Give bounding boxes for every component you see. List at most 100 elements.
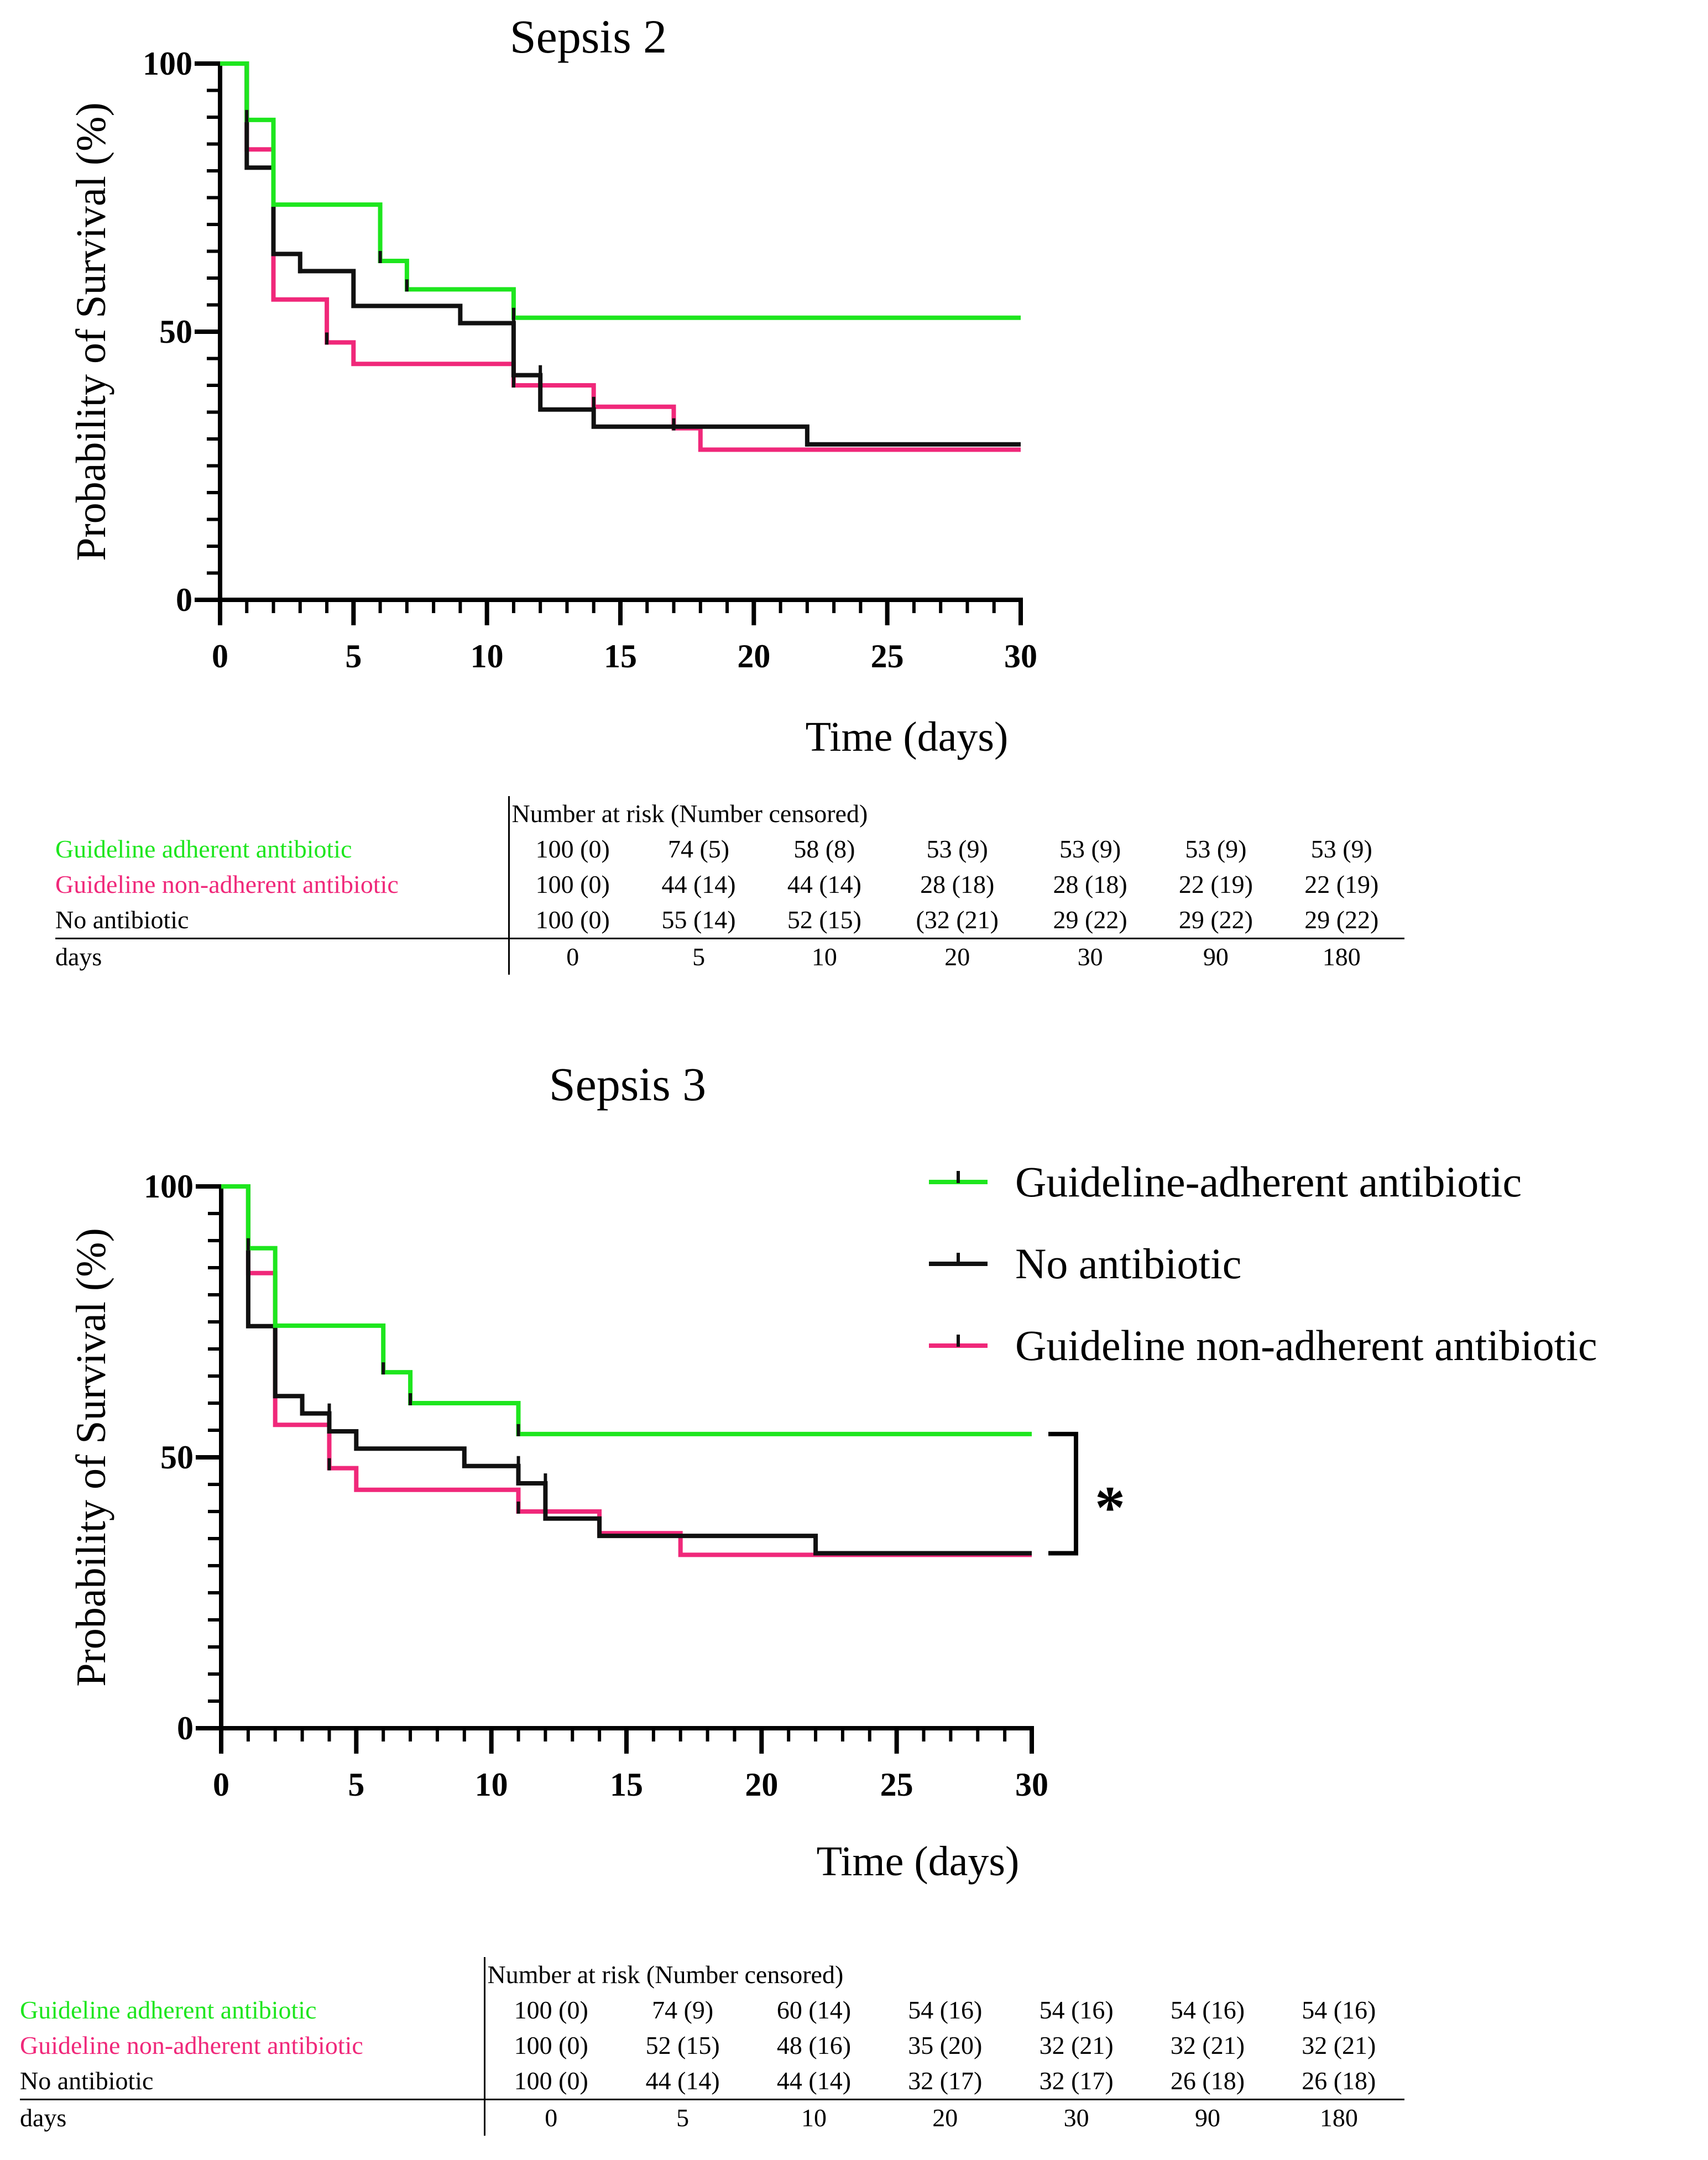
risk-cell: 100 (0): [508, 902, 636, 939]
risk-cell: 29 (22): [1053, 906, 1127, 934]
risk-cell: 54 (16): [1039, 1996, 1114, 2024]
risk-row-label: No antibiotic: [20, 2067, 154, 2095]
chart-title: Sepsis 3: [549, 1058, 706, 1111]
risk-cell: 35 (20): [908, 2031, 983, 2059]
risk-cell: 28 (18): [1053, 870, 1127, 898]
x-tick-label: 25: [871, 638, 904, 674]
risk-cell: (32 (21): [916, 906, 999, 934]
y-tick-label: 50: [159, 313, 192, 350]
risk-cell: 28 (18): [920, 870, 995, 898]
risk-cell: 29 (22): [1178, 906, 1253, 934]
day-value: 90: [1142, 2099, 1273, 2136]
day-value: 0: [483, 2099, 617, 2136]
day-value: 5: [617, 2099, 749, 2136]
legend-label-guideline-non-adherent-antibiotic: Guideline non-adherent antibiotic: [1015, 1321, 1597, 1369]
y-tick-label: 100: [144, 1168, 194, 1205]
x-tick-label: 25: [880, 1766, 913, 1803]
series-line-no-antibiotic: [221, 1184, 1032, 1556]
x-tick-label: 10: [475, 1766, 508, 1803]
legend-label-no-antibiotic: No antibiotic: [1015, 1239, 1241, 1288]
risk-cell: 54 (16): [1170, 1996, 1245, 2024]
sepsis-3-risk-table: Number at risk (Number censored) Guidelin…: [20, 1957, 1404, 2136]
chart-title: Sepsis 2: [510, 10, 667, 63]
risk-cell: 53 (9): [926, 835, 988, 863]
risk-cell: 44 (14): [787, 870, 861, 898]
x-tick-label: 20: [745, 1766, 778, 1803]
risk-cell: 26 (18): [1302, 2067, 1376, 2095]
risk-days-row: days 0 5 10 20 30 90 180: [55, 938, 1404, 975]
risk-row-label: Guideline non-adherent antibiotic: [55, 870, 399, 898]
day-value: 10: [748, 2099, 880, 2136]
day-value: 10: [761, 938, 887, 975]
header-spacer: [55, 796, 509, 831]
risk-cell: 44 (14): [645, 2067, 720, 2095]
risk-cell: 32 (21): [1170, 2031, 1245, 2059]
risk-cell: 55 (14): [661, 906, 736, 934]
x-axis-title: Time (days): [817, 1838, 1020, 1885]
day-value: 30: [1027, 938, 1153, 975]
y-tick-label: 0: [176, 582, 192, 618]
risk-row-guideline-non-adherent-antibiotic: Guideline non-adherent antibiotic 100 (0)…: [55, 867, 1404, 902]
x-tick-label: 20: [737, 638, 770, 674]
day-value: 20: [879, 2099, 1011, 2136]
series-line-no-antibiotic: [220, 61, 1021, 447]
days-label: days: [20, 2099, 484, 2136]
y-axis-title: Probability of Survival (%): [68, 1228, 114, 1687]
risk-cell: 44 (14): [776, 2067, 852, 2095]
risk-cell: 22 (19): [1178, 870, 1253, 898]
risk-cell: 74 (9): [652, 1996, 714, 2024]
x-tick-label: 15: [604, 638, 637, 674]
series-line-guideline-non-adherent-antibiotic: [221, 1184, 1032, 1557]
series-line-guideline-adherent-antibiotic: [220, 61, 1021, 320]
risk-cell: 22 (19): [1304, 870, 1379, 898]
risk-cell: 48 (16): [776, 2031, 852, 2059]
risk-cell: 54 (16): [1302, 1996, 1376, 2024]
day-value: 5: [635, 938, 762, 975]
risk-cell: 32 (17): [1039, 2067, 1114, 2095]
risk-cell: 52 (15): [787, 906, 861, 934]
risk-row-label: No antibiotic: [55, 906, 189, 934]
x-axis-title: Time (days): [806, 714, 1009, 760]
risk-cell: 100 (0): [483, 2063, 617, 2100]
x-tick-label: 5: [348, 1766, 364, 1803]
x-tick-label: 5: [345, 638, 362, 674]
significance-bracket: [1048, 1431, 1078, 1556]
risk-cell: 32 (21): [1302, 2031, 1376, 2059]
sepsis-2-risk-table: Number at risk (Number censored) Guidelin…: [55, 796, 1404, 975]
days-label: days: [55, 938, 509, 975]
risk-row-guideline-non-adherent-antibiotic: Guideline non-adherent antibiotic 100 (0)…: [20, 2028, 1404, 2063]
risk-cell: 100 (0): [483, 2028, 617, 2063]
risk-cell: 32 (21): [1039, 2031, 1114, 2059]
x-tick-label: 0: [212, 638, 228, 674]
risk-cell: 32 (17): [908, 2067, 983, 2095]
risk-cell: 100 (0): [508, 867, 636, 902]
risk-row-no-antibiotic: No antibiotic 100 (0) 55 (14) 52 (15) (32 (2…: [55, 902, 1404, 939]
x-tick-label: 10: [471, 638, 504, 674]
significance-star: *: [1095, 1474, 1125, 1541]
risk-cell: 100 (0): [508, 831, 636, 867]
series-line-guideline-non-adherent-antibiotic: [220, 61, 1021, 452]
risk-row-guideline-adherent-antibiotic: Guideline adherent antibiotic 100 (0) 74 (…: [55, 831, 1404, 867]
legend-label-guideline-adherent-antibiotic: Guideline-adherent antibiotic: [1015, 1158, 1522, 1206]
y-tick-label: 100: [143, 45, 192, 82]
day-value: 0: [508, 938, 636, 975]
sepsis-2-chart: Sepsis 2 0 50 100 0 5 10 15 20 25 30 Time (days) Pro…: [68, 10, 1037, 760]
y-axis-title: Probability of Survival (%): [68, 102, 114, 561]
risk-cell: 58 (8): [793, 835, 855, 863]
risk-cell: 53 (9): [1185, 835, 1247, 863]
risk-cell: 74 (5): [667, 835, 730, 863]
risk-cell: 26 (18): [1170, 2067, 1245, 2095]
day-value: 30: [1010, 2099, 1142, 2136]
day-value: 180: [1273, 2099, 1404, 2136]
y-tick-label: 0: [177, 1710, 194, 1746]
x-tick-label: 30: [1015, 1766, 1048, 1803]
risk-cell: 54 (16): [908, 1996, 983, 2024]
risk-row-label: Guideline adherent antibiotic: [55, 835, 352, 863]
series-line-guideline-adherent-antibiotic: [221, 1184, 1032, 1436]
risk-table-header-row: Number at risk (Number censored): [55, 796, 1404, 831]
risk-row-label: Guideline adherent antibiotic: [20, 1996, 317, 2024]
risk-row-no-antibiotic: No antibiotic 100 (0) 44 (14) 44 (14) 32 (17…: [20, 2063, 1404, 2100]
header-spacer: [20, 1957, 484, 1992]
sepsis-3-chart: Sepsis 3 0 50 100 0 5 10 15 20 25 30 Time (days) Pro…: [68, 1058, 1597, 1885]
risk-cell: 60 (14): [776, 1996, 852, 2024]
